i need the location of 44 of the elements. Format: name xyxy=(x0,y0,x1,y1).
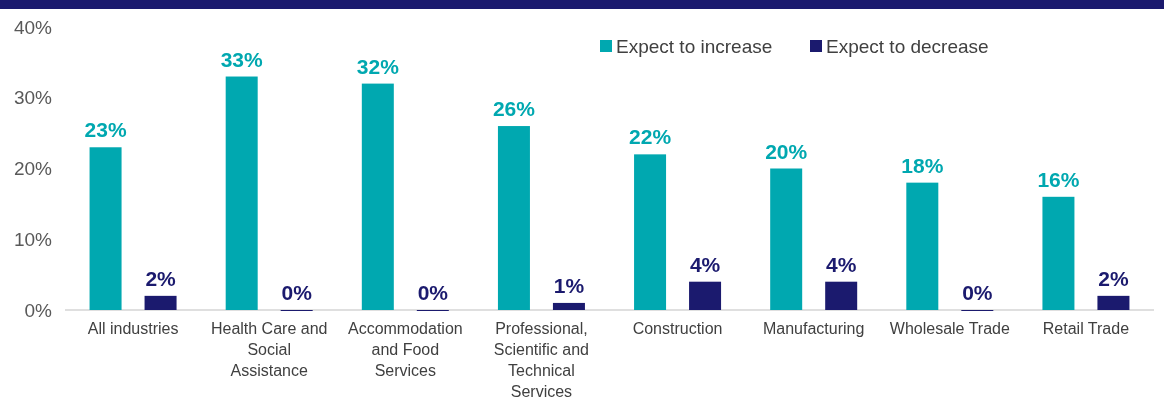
data-label: 4% xyxy=(826,252,857,276)
data-label: 18% xyxy=(901,153,944,177)
data-label: 26% xyxy=(492,97,536,121)
x-tick-label: Retail Trade xyxy=(1042,320,1130,337)
data-label: 16% xyxy=(1037,167,1080,191)
data-label: 32% xyxy=(356,54,400,78)
x-tick-label: Manufacturing xyxy=(762,320,865,337)
data-label: 0% xyxy=(417,281,449,304)
bar xyxy=(689,281,722,310)
data-label: 4% xyxy=(689,252,721,276)
bar xyxy=(552,302,585,310)
bar xyxy=(825,281,858,310)
data-label: 23% xyxy=(84,118,127,142)
data-label: 33% xyxy=(220,47,264,71)
data-label: 0% xyxy=(962,281,993,304)
y-tick-label: 30% xyxy=(13,87,53,109)
bar xyxy=(89,147,122,310)
y-tick-label: 10% xyxy=(13,228,53,250)
y-tick-label: 20% xyxy=(13,158,53,180)
y-tick-label: 40% xyxy=(13,16,53,38)
data-label: 20% xyxy=(765,139,808,163)
bar xyxy=(770,168,803,310)
x-tick-label: All industries xyxy=(87,320,179,337)
bar xyxy=(1097,295,1130,310)
x-tick-label: Health Care and Social Assistance xyxy=(210,320,328,379)
data-label: 1% xyxy=(553,273,585,297)
data-label: 22% xyxy=(629,125,672,149)
x-tick-label: Construction xyxy=(632,320,723,337)
bar xyxy=(225,76,258,310)
bar xyxy=(497,126,530,310)
x-tick-label: Accommodation and Food Services xyxy=(347,320,463,379)
data-label: 2% xyxy=(1098,266,1129,290)
x-tick-label: Professional, Scientific and Technical Services xyxy=(493,320,590,400)
bar xyxy=(906,182,939,310)
bar xyxy=(144,295,177,310)
data-label: 0% xyxy=(281,281,313,304)
bar xyxy=(361,83,394,310)
x-tick-label: Wholesale Trade xyxy=(889,320,1010,337)
y-tick-label: 0% xyxy=(24,299,53,321)
legend-label: Expect to decrease xyxy=(826,35,989,57)
data-label: 2% xyxy=(145,266,177,290)
bar xyxy=(1042,196,1075,310)
bar xyxy=(634,154,667,310)
legend-label: Expect to increase xyxy=(616,35,773,57)
